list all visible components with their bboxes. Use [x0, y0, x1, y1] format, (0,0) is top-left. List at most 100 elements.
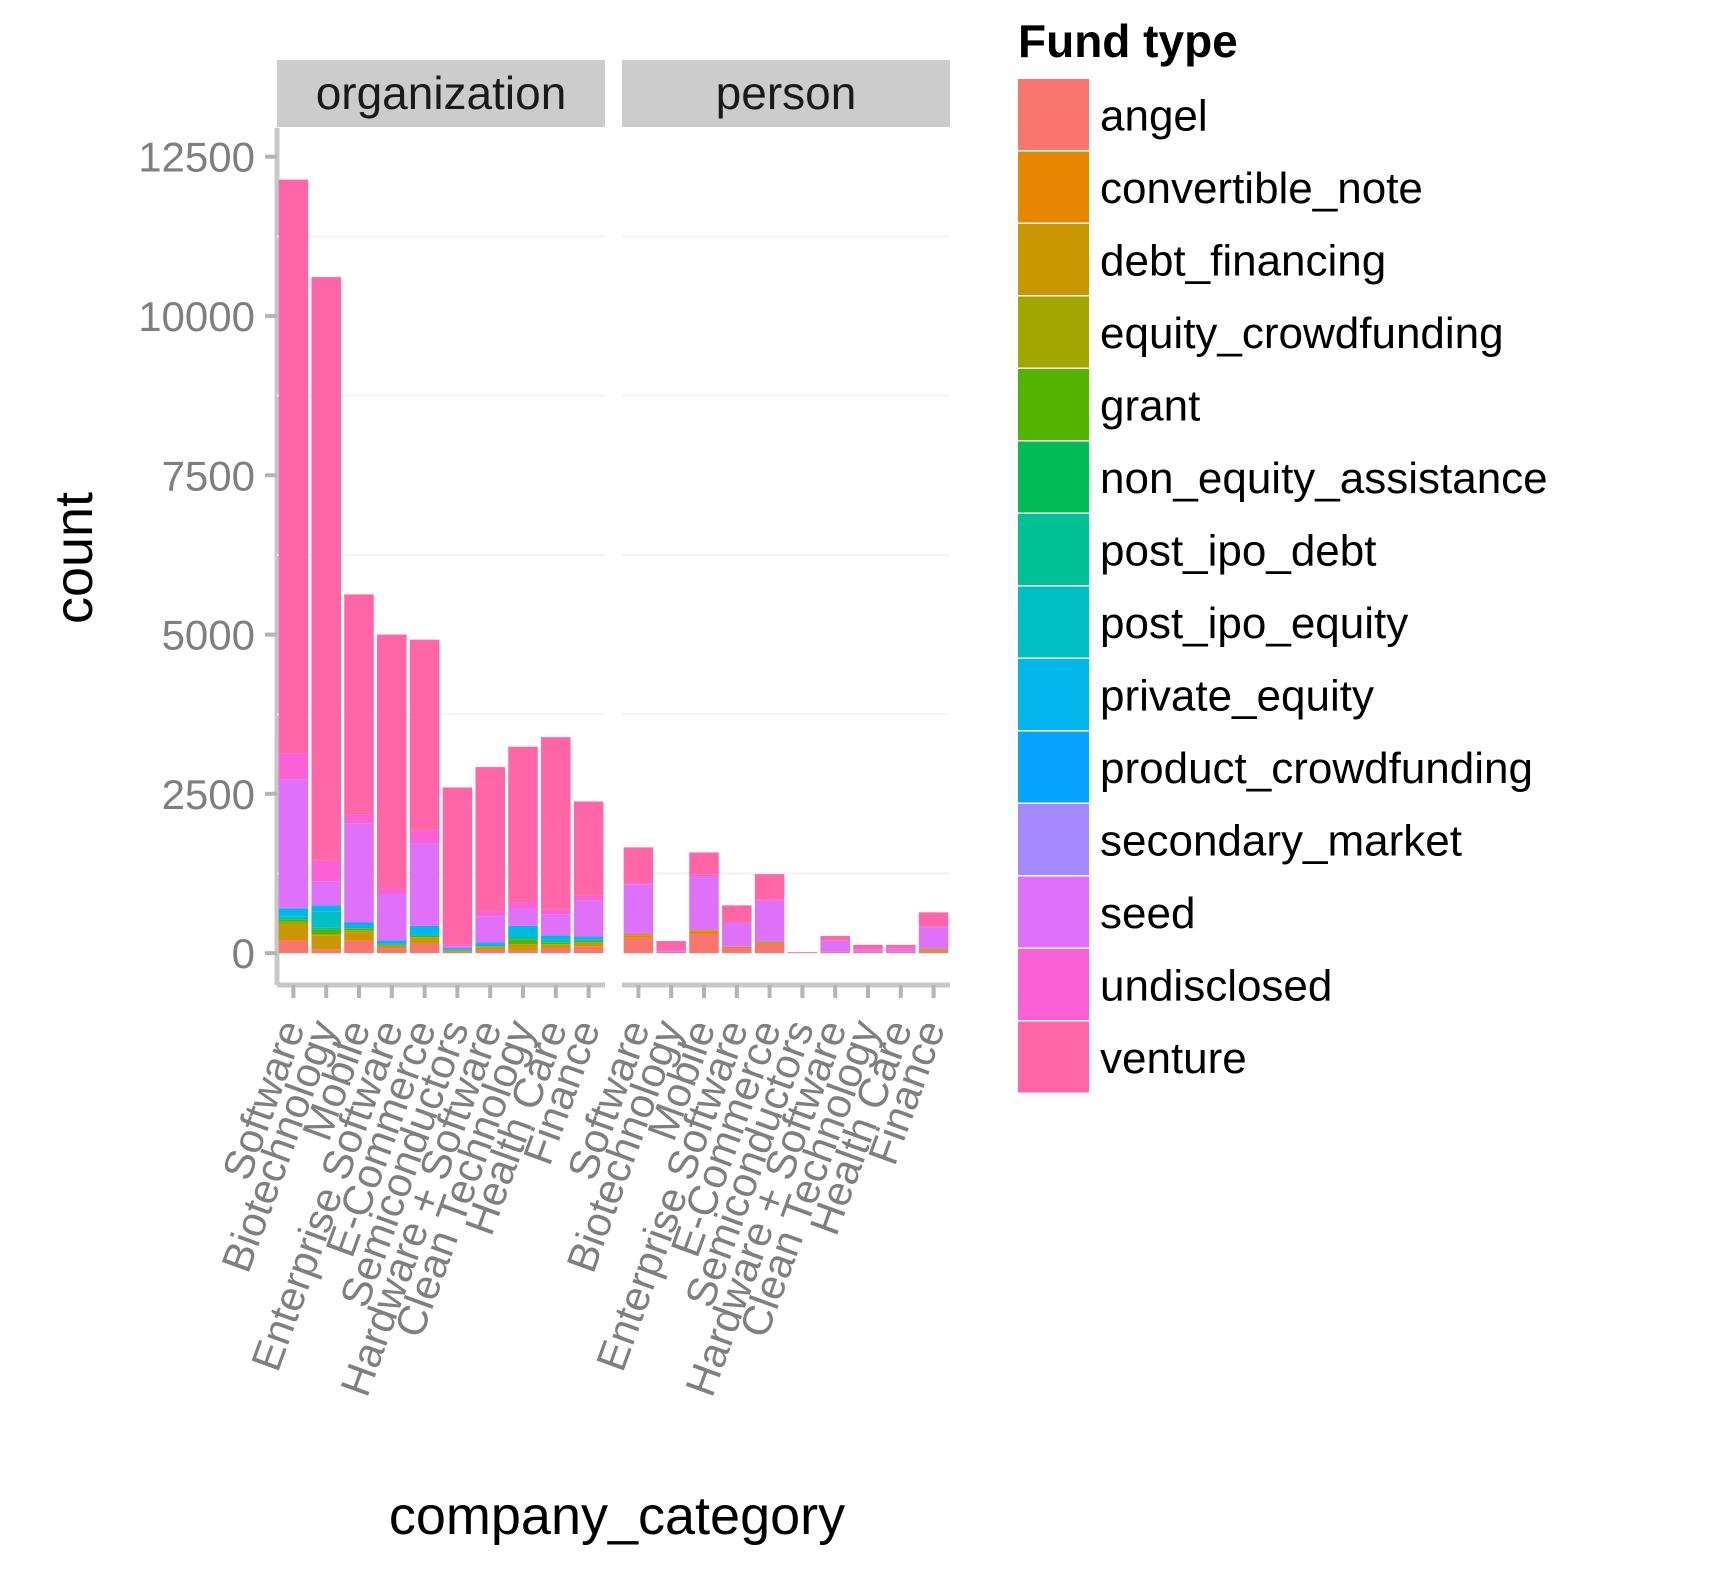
bar-segment-debt-financing [278, 924, 309, 939]
legend-item-secondary-market: secondary_market [1018, 804, 1462, 875]
bar-segment-angel [541, 948, 571, 954]
legend-swatch [1018, 224, 1089, 295]
y-tick-label: 5000 [162, 612, 255, 659]
bar-segment-venture [656, 941, 686, 950]
legend-item-seed: seed [1018, 876, 1195, 948]
bar-segment-debt-financing [573, 942, 604, 947]
legend-title: Fund type [1018, 15, 1238, 67]
bar-segment-angel [311, 949, 341, 954]
bar-stack-biotechnology [311, 277, 341, 954]
bar-segment-post-ipo-equity [573, 939, 604, 942]
y-axis-title: count [44, 492, 104, 624]
legend-swatch [1018, 586, 1089, 658]
bar-segment-seed [853, 949, 883, 952]
legend-item-non-equity-assistance: non_equity_assistance [1018, 441, 1548, 513]
legend-swatch [1018, 296, 1089, 368]
bar-segment-convertible-note [278, 938, 309, 941]
bar-stack-clean-technology [508, 746, 538, 954]
bar-segment-angel [886, 951, 916, 954]
bar-segment-grant [278, 919, 309, 922]
bar-segment-venture [344, 594, 374, 815]
legend-label: debt_financing [1100, 236, 1386, 285]
bar-segment-debt-financing [377, 944, 407, 949]
bar-segment-undisclosed [475, 911, 505, 917]
legend-label: venture [1100, 1034, 1247, 1083]
legend-swatch [1018, 731, 1089, 803]
bar-segment-seed [886, 948, 916, 952]
bar-stack-semiconductors [442, 787, 473, 954]
bar-segment-undisclosed [541, 909, 571, 915]
bar-segment-angel [656, 951, 686, 954]
bar-segment-private-equity [311, 905, 341, 912]
legend-item-equity-crowdfunding: equity_crowdfunding [1018, 296, 1504, 368]
bar-segment-angel [623, 937, 654, 954]
bar-segment-venture [754, 874, 785, 900]
bar-segment-undisclosed [278, 753, 309, 780]
bar-segment-grant [918, 948, 949, 950]
bar-segment-undisclosed [754, 899, 785, 901]
bar-stack-e-commerce [754, 874, 785, 954]
bar-segment-grant [311, 929, 341, 935]
bar-segment-private-equity [344, 924, 374, 929]
bar-segment-venture [853, 944, 883, 950]
bar-stack-health-care [541, 737, 571, 954]
bar-segment-venture [311, 277, 341, 861]
bar-stack-semiconductors [787, 952, 818, 954]
bar-segment-debt-financing [344, 932, 374, 939]
bar-segment-angel [377, 948, 407, 954]
bar-segment-venture [623, 847, 654, 884]
legend-swatch [1018, 876, 1089, 948]
bar-segment-seed [442, 946, 473, 949]
bar-segment-product-crowdfunding [475, 942, 505, 944]
bar-segment-angel [754, 943, 785, 954]
bar-segment-convertible-note [623, 935, 654, 938]
legend-label: grant [1100, 381, 1200, 430]
bar-segment-seed [754, 900, 785, 942]
bar-segment-grant [409, 935, 440, 938]
legend-label: seed [1100, 889, 1195, 938]
bar-segment-seed [541, 914, 571, 936]
legend-label: product_crowdfunding [1100, 744, 1533, 793]
bar-segment-post-ipo-equity [508, 934, 538, 940]
bar-segment-post-ipo-equity [377, 943, 407, 945]
legend-label: convertible_note [1100, 164, 1423, 213]
bar-segment-debt-financing [689, 930, 719, 932]
bar-segment-angel [278, 940, 309, 954]
legend-swatch [1018, 79, 1089, 150]
bar-segment-equity-crowdfunding [344, 930, 374, 933]
bar-segment-venture [508, 746, 538, 903]
bar-segment-undisclosed [689, 874, 719, 877]
bar-segment-venture [689, 852, 719, 875]
bar-stack-biotechnology [656, 941, 686, 954]
bar-segment-post-ipo-debt [311, 927, 341, 930]
legend: Fund type angel convertible_note debt_finan… [1018, 15, 1548, 1093]
bar-segment-undisclosed [508, 902, 538, 909]
y-tick-label: 12500 [138, 134, 255, 181]
y-tick-label: 0 [232, 930, 255, 977]
bar-segment-post-ipo-equity [541, 939, 571, 943]
legend-swatch [1018, 1021, 1089, 1093]
bar-segment-venture [541, 737, 571, 910]
legend-item-debt-financing: debt_financing [1018, 224, 1386, 295]
bar-stack-enterprise-software [722, 905, 752, 954]
bar-segment-undisclosed [918, 926, 949, 928]
bar-segment-private-equity [409, 925, 440, 935]
legend-swatch [1018, 441, 1089, 513]
bar-segment-private-equity [573, 936, 604, 940]
legend-label: equity_crowdfunding [1100, 309, 1504, 358]
legend-item-post-ipo-equity: post_ipo_equity [1018, 586, 1408, 658]
bar-stack-mobile [689, 852, 719, 954]
bar-segment-private-equity [377, 940, 407, 944]
bar-segment-post-ipo-equity [278, 916, 309, 920]
bar-segment-venture [820, 935, 850, 941]
bar-segment-undisclosed [409, 830, 440, 844]
bar-segment-private-equity [541, 935, 571, 940]
bar-segment-debt-financing [541, 944, 571, 949]
legend-item-angel: angel [1018, 79, 1208, 150]
bar-segment-undisclosed [377, 888, 407, 895]
bar-stack-software [623, 847, 654, 954]
bar-segment-convertible-note [689, 931, 719, 935]
bar-stack-hardware-software [475, 767, 505, 954]
bar-segment-post-ipo-equity [311, 911, 341, 928]
